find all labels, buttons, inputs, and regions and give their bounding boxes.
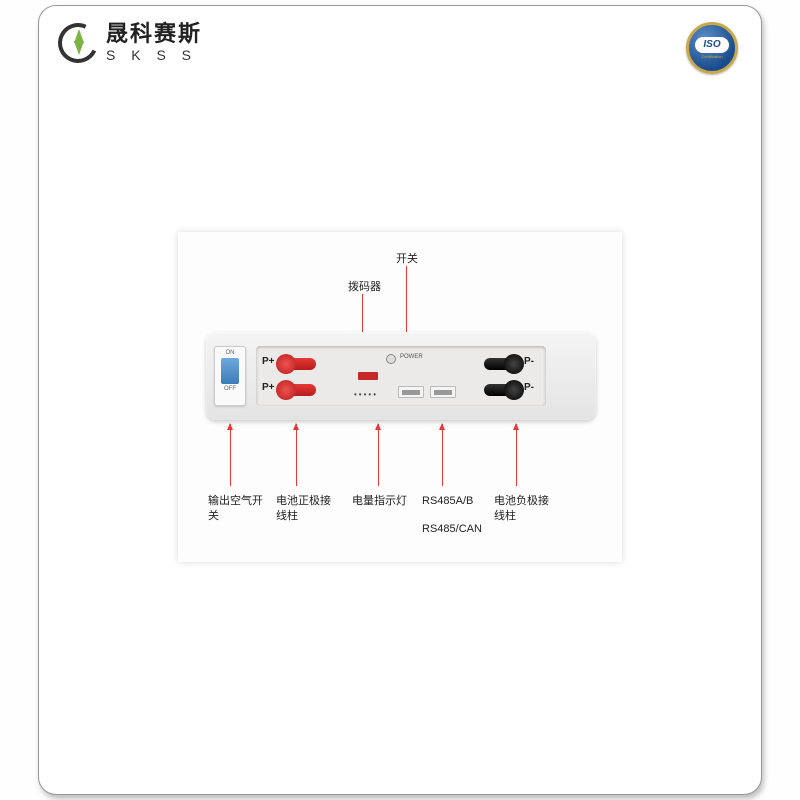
label-dip: 拨码器 [348,278,381,294]
label-pos-terminal: 电池正极接线柱 [276,494,340,525]
breaker-on-label: ON [215,350,245,356]
breaker-off-label: OFF [215,386,245,392]
label-breaker: 输出空气开关 [208,494,272,525]
port-rs485can [430,386,456,398]
brand-logo: 晟科赛斯 S K S S [58,22,202,64]
label-switch: 开关 [396,250,418,266]
label-neg-terminal: 电池负极接线柱 [494,494,558,525]
led-indicators-icon: ••••• [354,390,378,399]
p-plus-label-2: P+ [262,382,275,393]
power-button-icon [386,354,396,364]
air-breaker: ON OFF [214,346,246,406]
p-minus-label-1: P- [524,356,534,367]
terminal-neg-2 [484,384,520,396]
p-plus-label-1: P+ [262,356,275,367]
front-panel: P+ P+ POWER ••••• P- P- [256,346,546,406]
iso-label: ISO [695,37,729,53]
logo-en-text: S K S S [106,48,202,63]
label-led: 电量指示灯 [352,494,416,509]
diagram-card: 开关 拨码器 ON OFF P+ P+ POWER ••••• P- P- [178,232,622,562]
arrow-rs485 [442,424,443,486]
p-minus-label-2: P- [524,382,534,393]
label-rs485ab: RS485A/B [422,494,486,509]
port-rs485ab [398,386,424,398]
terminal-neg-1 [484,358,520,370]
terminal-pos-2 [280,384,316,396]
logo-cn-text: 晟科赛斯 [106,22,202,46]
breaker-switch-icon [221,358,239,384]
arrow-breaker [230,424,231,486]
power-label: POWER [400,354,423,360]
logo-mark-icon [58,23,98,63]
iso-sublabel: Certification [701,54,722,59]
arrow-led [378,424,379,486]
device-body: ON OFF P+ P+ POWER ••••• P- P- [206,332,596,420]
dip-switch-icon [358,372,378,380]
label-rs485can: RS485/CAN [422,522,486,537]
terminal-pos-1 [280,358,316,370]
arrow-switch [406,266,407,338]
arrow-pos [296,424,297,486]
iso-badge-icon: ISO Certification [686,22,738,74]
arrow-neg [516,424,517,486]
